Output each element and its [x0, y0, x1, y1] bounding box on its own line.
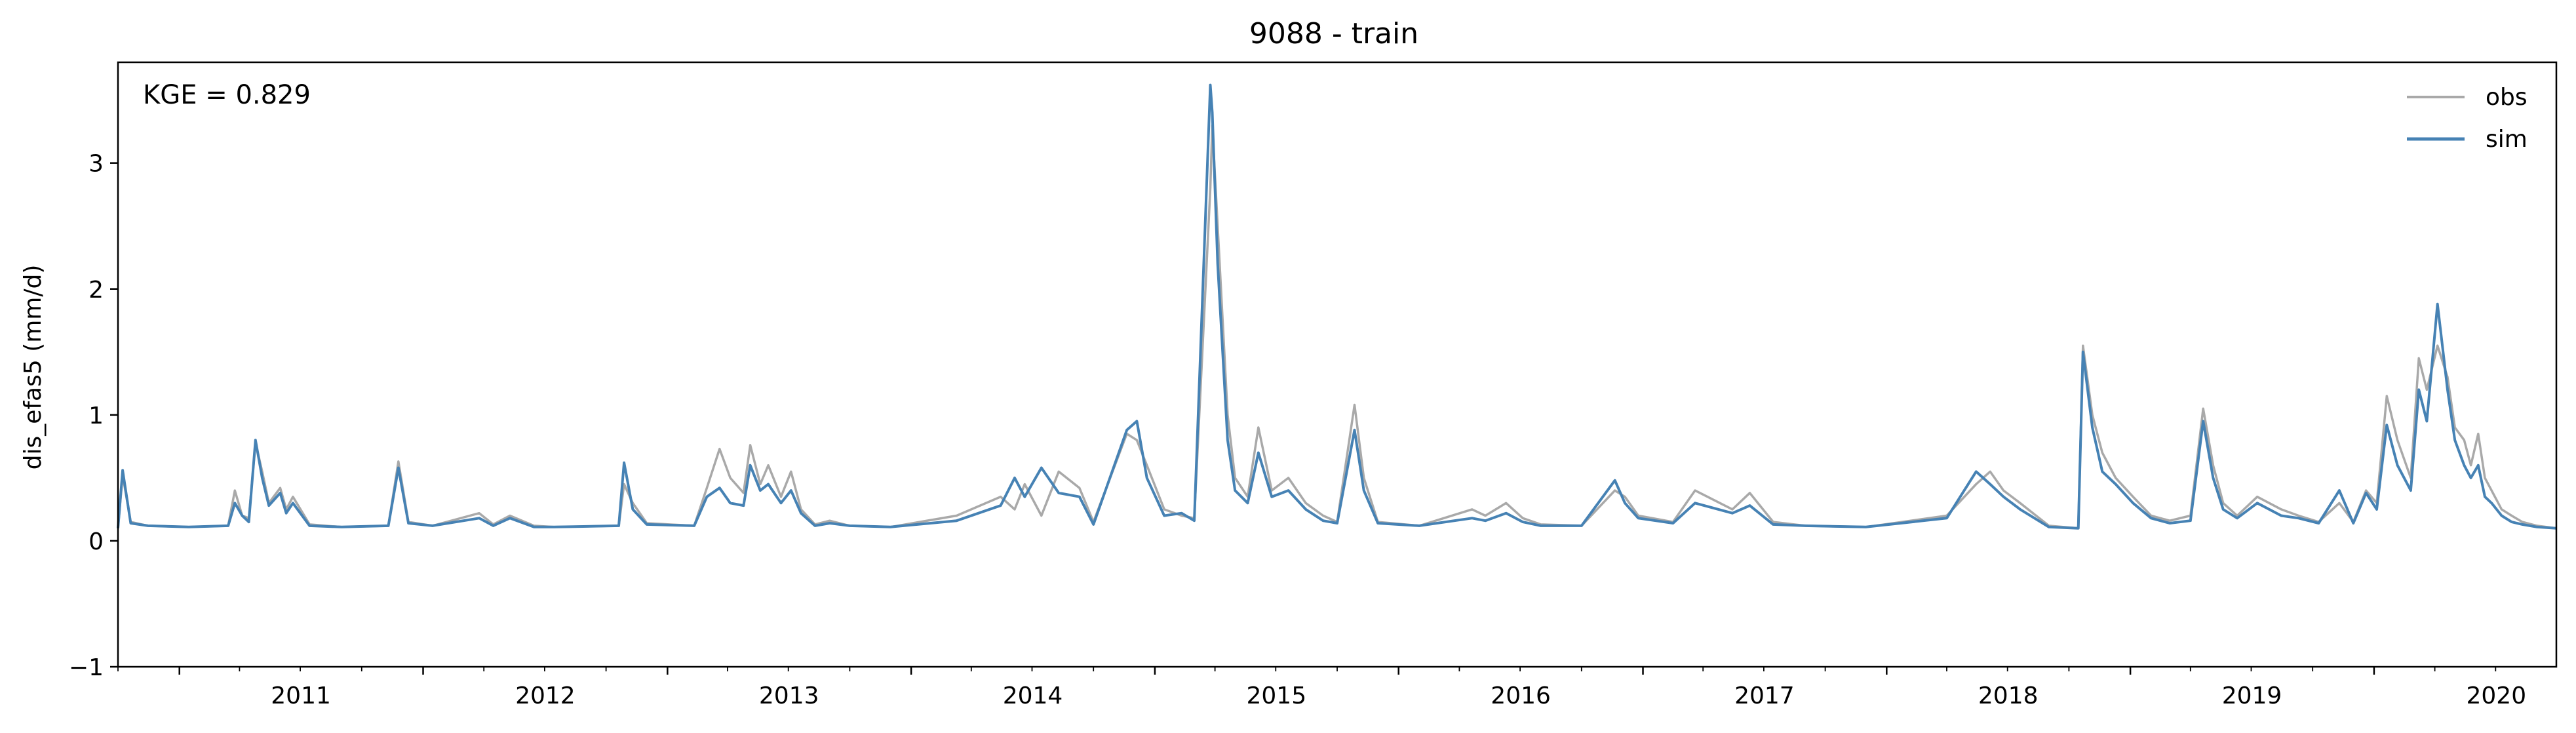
- x-tick-label: 2014: [1003, 683, 1063, 709]
- y-tick-label: 3: [88, 151, 104, 178]
- chart-title: 9088 - train: [1249, 17, 1418, 50]
- y-axis-label: dis_efas5 (mm/d): [20, 265, 47, 470]
- series-line-obs: [117, 124, 2557, 530]
- plot-area: −1 0 1 2 3 2011 2012 2013 2014 2015 2016 2017 2018 20…: [69, 61, 2558, 709]
- x-tick-label: 2017: [1734, 683, 1795, 709]
- x-tick-label: 2012: [515, 683, 576, 709]
- legend: obs sim: [2407, 84, 2527, 153]
- x-tick-label: 2011: [271, 683, 331, 709]
- x-tick-label: 2015: [1246, 683, 1306, 709]
- kge-annotation: KGE = 0.829: [143, 80, 311, 110]
- x-tick-label: 2013: [759, 683, 819, 709]
- x-tick-label: 2016: [1491, 683, 1551, 709]
- legend-obs-label: obs: [2486, 84, 2527, 111]
- y-tick-label: −1: [69, 654, 104, 681]
- y-tick-label: 0: [88, 528, 104, 555]
- x-tick-label: 2018: [1978, 683, 2039, 709]
- y-tick-label: 1: [88, 403, 104, 429]
- y-tick-label: 2: [88, 277, 104, 304]
- x-tick-label: 2020: [2467, 683, 2527, 709]
- series-line-sim: [117, 83, 2557, 530]
- x-tick-label: 2019: [2222, 683, 2282, 709]
- legend-sim-label: sim: [2486, 126, 2527, 153]
